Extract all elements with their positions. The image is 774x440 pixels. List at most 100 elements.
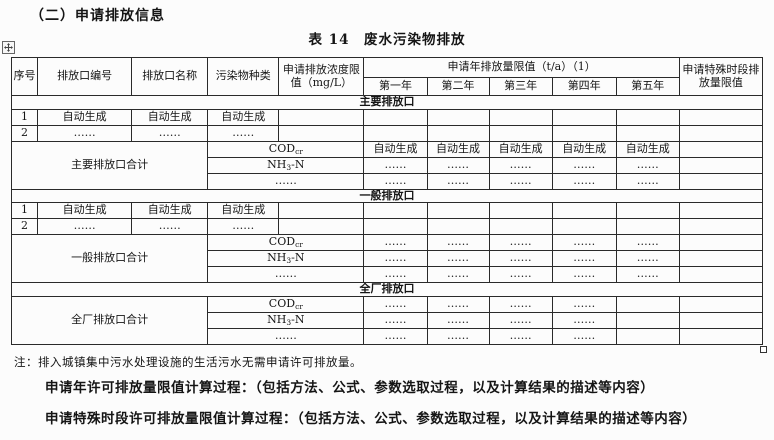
table-cell — [363, 202, 428, 220]
table-cell — [488, 202, 553, 220]
col-header-pollutant-type: 污染物种类 — [207, 57, 280, 96]
discharge-table: 序号 排放口编号 排放口名称 污染物种类 申请排放浓度限值（mg/L） 申请年排放量限值（… — [10, 57, 764, 345]
table-cell: 2 — [10, 124, 39, 142]
col-header-index: 序号 — [10, 57, 39, 96]
table-cell — [678, 156, 764, 174]
table-cell — [615, 295, 680, 313]
table-cell: …… — [207, 327, 365, 345]
col-header-year-1: 第一年 — [363, 77, 428, 96]
section-header-whole-plant-outlets: 全厂排放口 — [11, 282, 763, 297]
section-header-general-outlets: 一般排放口 — [11, 188, 763, 204]
table-body: 序号 排放口编号 排放口名称 污染物种类 申请排放浓度限值（mg/L） 申请年排放量限值（… — [10, 57, 764, 345]
table-caption: 表 14 废水污染物排放 — [308, 32, 466, 48]
table-cell — [278, 202, 365, 220]
table-cell — [615, 311, 680, 329]
table-cell: …… — [488, 172, 553, 190]
table-cell: …… — [488, 295, 553, 313]
col-header-annual-limit-group: 申请年排放量限值（t/a）（1） — [363, 57, 680, 78]
table-cell: …… — [37, 124, 133, 142]
table-cell: …… — [207, 172, 365, 190]
table-cell — [278, 108, 365, 126]
table-cell: …… — [426, 156, 490, 174]
table-cell: …… — [488, 311, 553, 329]
table-cell — [426, 124, 490, 142]
table-cell — [678, 327, 764, 345]
table-cell — [278, 218, 365, 236]
table-row: ……………………………… — [12, 172, 764, 190]
table-row: 序号 排放口编号 排放口名称 污染物种类 申请排放浓度限值（mg/L） 申请年排放量限值（… — [10, 57, 764, 96]
table-cell — [678, 218, 764, 236]
pollutant-nh3n-cell: NH3-N — [207, 156, 365, 174]
table-cell: …… — [363, 172, 428, 190]
table-cell: …… — [426, 311, 490, 329]
table-move-handle[interactable] — [2, 41, 15, 54]
table-row: 全厂排放口合计 CODcr…………………… — [10, 295, 764, 345]
table-cell: …… — [488, 327, 553, 345]
table-cell: …… — [551, 327, 617, 345]
table-cell: …… — [488, 234, 553, 252]
table-cell — [488, 108, 553, 126]
table-cell — [551, 124, 617, 142]
table-cell — [615, 108, 680, 126]
footnote: 注：排入城镇集中污水处理设施的生活污水无需申请许可排放量。 — [14, 355, 362, 369]
table-cell: …… — [426, 295, 490, 313]
annual-limit-calc-heading: 申请年许可排放量限值计算过程：（包括方法、公式、参数选取过程，以及计算结果的描述… — [45, 380, 655, 396]
table-cell: 自动生成 — [488, 140, 553, 158]
table-cell: …… — [488, 156, 553, 174]
table-cell — [615, 327, 680, 345]
table-cell — [278, 124, 365, 142]
table-cell — [426, 108, 490, 126]
table-row: 第一年 第二年 第三年 第四年 第五年 — [12, 77, 763, 96]
col-header-year-2: 第二年 — [426, 77, 490, 96]
table-cell — [363, 108, 428, 126]
table-resize-handle[interactable] — [760, 346, 767, 353]
pollutant-cod-cell: CODcr — [207, 295, 365, 313]
special-period-calc-heading: 申请特殊时段许可排放量限值计算过程：（包括方法、公式、参数选取过程，以及计算结果… — [45, 411, 697, 427]
table-cell: …… — [488, 250, 553, 268]
table-cell: …… — [551, 250, 617, 268]
table-row: 一般排放口 — [11, 188, 763, 204]
table-cell — [551, 202, 617, 220]
table-cell: …… — [363, 311, 428, 329]
table-cell — [488, 124, 553, 142]
table-cell — [678, 266, 764, 284]
table-row: 2……………… — [10, 218, 764, 236]
pollutant-cod-cell: CODcr — [207, 140, 365, 158]
pollutant-nh3n-cell: NH3-N — [207, 250, 365, 268]
table-cell: 自动生成 — [37, 108, 133, 126]
table-cell: 2 — [10, 218, 39, 236]
col-header-year-4: 第四年 — [551, 77, 617, 96]
col-header-outlet-id: 排放口编号 — [37, 57, 133, 96]
table-cell: …… — [488, 266, 553, 284]
table-cell: …… — [131, 124, 209, 142]
col-header-special-period-limit: 申请特殊时段排放量限值 — [678, 57, 764, 96]
pollutant-cod-cell: CODcr — [207, 234, 365, 252]
section-header-main-outlets: 主要排放口 — [11, 95, 763, 110]
table-cell: …… — [363, 156, 428, 174]
table-cell: …… — [207, 266, 365, 284]
table-cell — [678, 311, 764, 329]
table-cell: 自动生成 — [426, 140, 490, 158]
table-cell: 1 — [10, 108, 39, 126]
table-cell: …… — [551, 156, 617, 174]
table-cell: …… — [426, 172, 490, 190]
table-cell: …… — [551, 234, 617, 252]
section-heading: （二）申请排放信息 — [30, 8, 165, 24]
table-cell: …… — [363, 234, 428, 252]
table-row: 1 自动生成 自动生成 自动生成 — [10, 202, 764, 220]
table-cell — [678, 124, 764, 142]
table-cell: 自动生成 — [363, 140, 428, 158]
table-cell: …… — [551, 311, 617, 329]
col-header-concentration-limit: 申请排放浓度限值（mg/L） — [278, 57, 365, 96]
table-cell — [426, 218, 490, 236]
table-cell — [551, 218, 617, 236]
col-header-outlet-name: 排放口名称 — [131, 57, 209, 96]
table-cell: 自动生成 — [131, 202, 209, 220]
table-row: 全厂排放口 — [11, 282, 763, 297]
table-row: 1 自动生成 自动生成 自动生成 — [10, 108, 764, 126]
table-cell: …… — [426, 266, 490, 284]
table-cell: …… — [426, 327, 490, 345]
table-cell: …… — [363, 295, 428, 313]
table-cell: …… — [363, 266, 428, 284]
